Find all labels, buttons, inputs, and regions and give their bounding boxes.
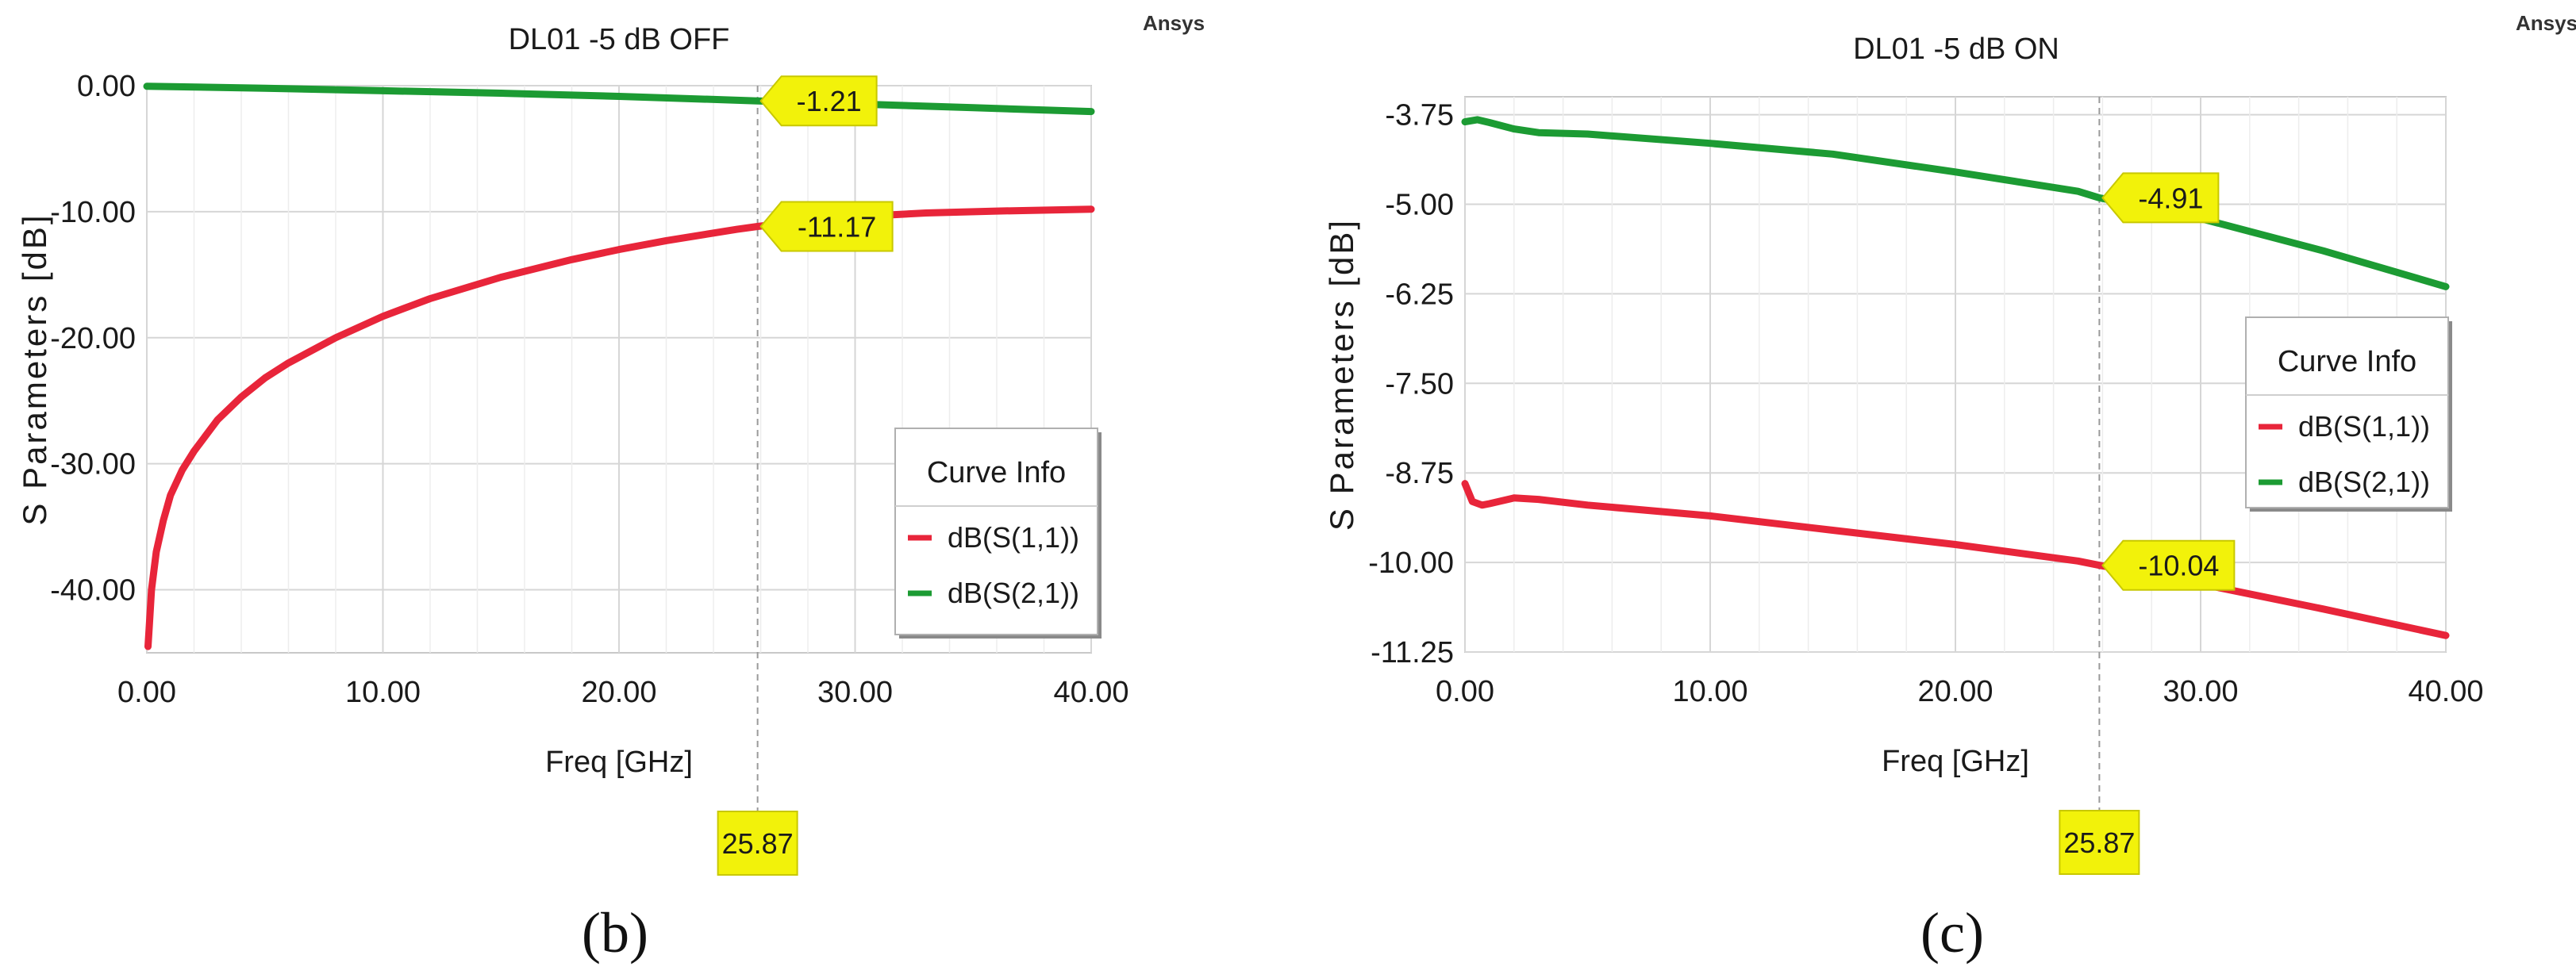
y-tick-label: -8.75 xyxy=(1385,457,1454,490)
y-tick-label: -5.00 xyxy=(1385,188,1454,221)
callout-flag xyxy=(2101,539,2236,591)
y-tick-label: -6.25 xyxy=(1385,278,1454,311)
marker-x-box xyxy=(717,811,798,876)
x-tick-label: 20.00 xyxy=(1917,675,1993,708)
x-tick-label: 20.00 xyxy=(581,676,656,709)
x-axis-label: Freq [GHz] xyxy=(1882,745,2029,778)
brand-label: Ansys xyxy=(2516,11,2576,35)
panel-caption: (c) xyxy=(1920,901,1984,965)
legend-title: Curve Info xyxy=(2278,345,2416,378)
y-tick-label: -40.00 xyxy=(50,574,136,608)
y-tick-label: -3.75 xyxy=(1385,99,1454,132)
chart-title: DL01 -5 dB ON xyxy=(1853,33,2059,66)
legend-entry: dB(S(1,1)) xyxy=(2298,410,2430,443)
y-tick-label: -10.00 xyxy=(1368,547,1454,580)
marker-x-label: 25.87 xyxy=(2063,827,2135,859)
y-tick-label: -7.50 xyxy=(1385,367,1454,401)
x-tick-label: 40.00 xyxy=(1053,676,1128,709)
y-tick-label: -10.00 xyxy=(50,196,136,229)
callout-label: -4.91 xyxy=(2138,182,2203,214)
brand-label: Ansys xyxy=(1143,11,1205,35)
legend-entry: dB(S(2,1)) xyxy=(948,577,1079,609)
x-tick-label: 0.00 xyxy=(117,676,176,709)
callout-label: -10.04 xyxy=(2138,550,2219,582)
chart-panel-c: 0.00 10.00 20.00 30.00 40.00 -3.75 -5.00 -6.25 -… xyxy=(1323,11,2576,965)
marker-x-box xyxy=(2059,810,2140,875)
y-tick-label: 0.00 xyxy=(77,70,136,103)
x-tick-label: 30.00 xyxy=(817,676,893,709)
x-tick-label: 0.00 xyxy=(1436,675,1494,708)
callout-flag xyxy=(759,75,878,127)
callout-flag xyxy=(759,201,894,252)
y-axis-label: S Parameters [dB] xyxy=(1323,218,1360,531)
legend-entry: dB(S(2,1)) xyxy=(2298,466,2430,498)
y-tick-label: -20.00 xyxy=(50,322,136,355)
y-axis-label: S Parameters [dB] xyxy=(16,213,53,525)
x-tick-label: 10.00 xyxy=(345,676,421,709)
y-tick-label: -30.00 xyxy=(50,448,136,481)
callout-label: -1.21 xyxy=(797,85,862,117)
x-tick-label: 40.00 xyxy=(2408,675,2483,708)
chart-panel-b: 0.00 10.00 20.00 30.00 40.00 0.00 -10.00 -20.00… xyxy=(16,11,1205,965)
legend-title: Curve Info xyxy=(927,456,1066,489)
callout-label: -11.17 xyxy=(798,210,876,243)
panel-caption: (b) xyxy=(582,901,648,965)
legend-box xyxy=(894,428,1098,635)
y-tick-label: -11.25 xyxy=(1371,636,1454,669)
series-line xyxy=(143,82,1095,116)
callout-flag xyxy=(2101,172,2220,224)
x-tick-label: 30.00 xyxy=(2163,675,2238,708)
chart-title: DL01 -5 dB OFF xyxy=(509,23,730,56)
x-axis-label: Freq [GHz] xyxy=(545,746,693,779)
x-tick-label: 10.00 xyxy=(1672,675,1747,708)
legend-entry: dB(S(1,1)) xyxy=(948,521,1079,554)
marker-x-label: 25.87 xyxy=(722,827,794,860)
legend-box xyxy=(2245,316,2449,508)
